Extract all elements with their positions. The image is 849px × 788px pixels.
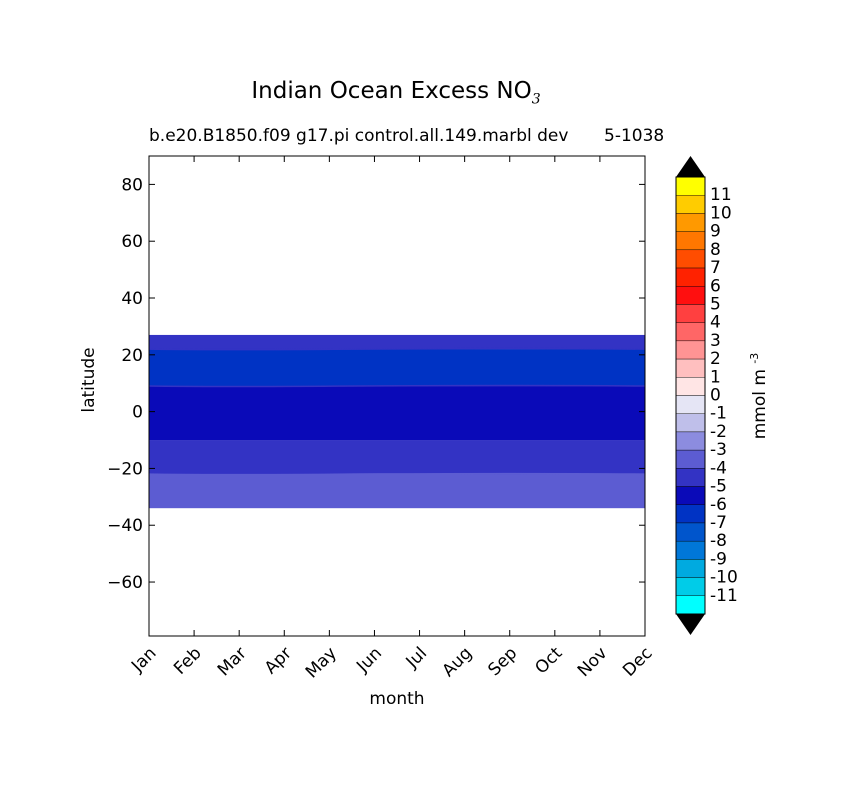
y-tick-label: 20 xyxy=(121,346,143,366)
contour-band-north-weak xyxy=(149,334,645,350)
colorbar-segment xyxy=(675,522,706,542)
plot-frame xyxy=(148,155,646,637)
colorbar-tick-label: 7 xyxy=(710,258,721,278)
x-tick-label: Jan xyxy=(127,643,160,676)
contour-detail-lines xyxy=(148,347,646,476)
colorbar-segment xyxy=(675,249,706,269)
colorbar-tick-label: -8 xyxy=(710,531,727,551)
colorbar-segment xyxy=(675,304,706,323)
chart-subtitle: b.e20.B1850.f09 g17.pi control.all.149.m… xyxy=(149,126,569,146)
colorbar-tick-label: 8 xyxy=(710,240,721,260)
colorbar-segment xyxy=(675,267,706,287)
colorbar-tick-label: 10 xyxy=(710,203,732,223)
colorbar-segment xyxy=(675,486,706,505)
x-tick-label: Feb xyxy=(170,643,205,678)
colorbar-tick-label: -6 xyxy=(710,495,727,515)
contour-band-south xyxy=(149,474,645,509)
x-tick-label: Sep xyxy=(484,643,521,680)
contour-band-south-mid xyxy=(149,440,645,477)
x-tick-label: Dec xyxy=(619,643,656,680)
colorbar-segment xyxy=(675,431,706,451)
x-tick-label: Mar xyxy=(214,643,251,680)
y-tick-label: −60 xyxy=(107,573,143,593)
colorbar-segment xyxy=(675,286,706,305)
colorbar-segment xyxy=(675,413,706,433)
colorbar-segment xyxy=(675,322,706,342)
colorbar-tick-label: -5 xyxy=(710,477,727,497)
colorbar-segment xyxy=(675,176,706,196)
colorbar-frame xyxy=(675,176,706,615)
colorbar-tick-label: 1 xyxy=(710,367,721,387)
contour-edge xyxy=(148,347,646,351)
colorbar-tick-label: -11 xyxy=(710,586,738,606)
colorbar-tick-label: 3 xyxy=(710,331,721,351)
colorbar-tick-label: -10 xyxy=(710,568,738,588)
y-tick-label: 40 xyxy=(121,289,143,309)
x-tick-label: Apr xyxy=(261,643,296,678)
colorbar-tick-label: -1 xyxy=(710,404,727,424)
colorbar-segment xyxy=(675,468,706,487)
y-tick-label: 0 xyxy=(132,403,143,423)
x-tick-label: Aug xyxy=(439,643,477,681)
colorbar-segment xyxy=(675,377,706,396)
x-axis-label: month xyxy=(369,689,424,709)
y-tick-label: 60 xyxy=(121,232,143,252)
contour-edge xyxy=(148,472,646,476)
colorbar-segment xyxy=(675,559,706,578)
colorbar-segment xyxy=(675,577,706,596)
colorbar-segment xyxy=(675,195,706,214)
colorbar-tick-label: 0 xyxy=(710,386,721,406)
chart-run-id: 5-1038 xyxy=(604,126,665,146)
colorbar-tick-label: 4 xyxy=(710,313,721,333)
colorbar-segment xyxy=(675,358,706,378)
colorbar-tick-label: -3 xyxy=(710,440,727,460)
colorbar-segment xyxy=(675,540,706,560)
y-tick-label: 80 xyxy=(121,175,143,195)
colorbar-tick-label: 6 xyxy=(710,276,721,296)
contour-edge xyxy=(148,384,646,388)
colorbar-tick-label: 2 xyxy=(710,349,721,369)
y-axis-label: latitude xyxy=(79,347,99,412)
contour-band-equatorial xyxy=(149,386,645,441)
colorbar-extend-top xyxy=(676,156,705,177)
colorbar-tick-label: -7 xyxy=(710,513,727,533)
plot-area xyxy=(148,156,646,636)
colorbar-segment xyxy=(675,340,706,360)
colorbar-extend-bottom xyxy=(676,614,705,635)
colorbar-segment xyxy=(675,395,706,414)
x-tick-label: Jul xyxy=(402,643,431,672)
colorbar: 11109876543210-1-2-3-4-5-6-7-8-9-10-11mm… xyxy=(675,156,770,635)
x-tick-label: Jun xyxy=(352,643,386,677)
colorbar-tick-label: 11 xyxy=(710,185,732,205)
colorbar-tick-label: 9 xyxy=(710,222,721,242)
colorbar-segment xyxy=(675,231,706,251)
colorbar-segment xyxy=(675,504,706,524)
x-tick-label: May xyxy=(302,643,341,682)
colorbar-segment xyxy=(675,449,706,469)
x-tick-label: Oct xyxy=(531,643,566,678)
colorbar-tick-label: -2 xyxy=(710,422,727,442)
x-tick-label: Nov xyxy=(574,643,612,681)
y-tick-label: −40 xyxy=(107,516,143,536)
contour-band-north-core xyxy=(149,349,645,387)
colorbar-tick-label: -4 xyxy=(710,458,727,478)
colorbar-segment xyxy=(675,595,706,615)
colorbar-segment xyxy=(675,213,706,232)
colorbar-tick-label: 5 xyxy=(710,294,721,314)
colorbar-tick-label: -9 xyxy=(710,549,727,569)
chart-title: Indian Ocean Excess NO3 xyxy=(251,78,541,108)
colorbar-label: mmol m -3 xyxy=(748,353,770,440)
y-tick-label: −20 xyxy=(107,459,143,479)
